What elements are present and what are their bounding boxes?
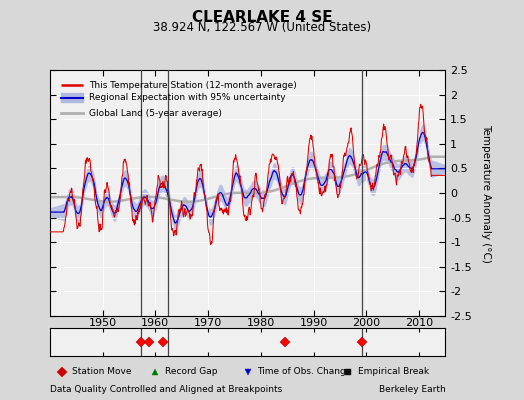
Text: 1970: 1970 — [194, 318, 222, 328]
Text: Empirical Break: Empirical Break — [358, 367, 430, 376]
Text: 1990: 1990 — [299, 318, 328, 328]
Text: Record Gap: Record Gap — [165, 367, 217, 376]
Text: Time of Obs. Change: Time of Obs. Change — [257, 367, 352, 376]
Text: Berkeley Earth: Berkeley Earth — [379, 385, 445, 394]
Text: 2000: 2000 — [352, 318, 380, 328]
Text: 38.924 N, 122.567 W (United States): 38.924 N, 122.567 W (United States) — [153, 21, 371, 34]
Text: 1950: 1950 — [89, 318, 117, 328]
Y-axis label: Temperature Anomaly (°C): Temperature Anomaly (°C) — [482, 124, 492, 262]
Text: Station Move: Station Move — [72, 367, 131, 376]
Text: This Temperature Station (12-month average): This Temperature Station (12-month avera… — [89, 80, 297, 90]
Text: 1980: 1980 — [247, 318, 275, 328]
Text: Global Land (5-year average): Global Land (5-year average) — [89, 108, 222, 118]
Text: 2010: 2010 — [405, 318, 433, 328]
Text: 1960: 1960 — [141, 318, 169, 328]
Text: Data Quality Controlled and Aligned at Breakpoints: Data Quality Controlled and Aligned at B… — [50, 385, 282, 394]
Text: Regional Expectation with 95% uncertainty: Regional Expectation with 95% uncertaint… — [89, 93, 286, 102]
Text: CLEARLAKE 4 SE: CLEARLAKE 4 SE — [192, 10, 332, 25]
